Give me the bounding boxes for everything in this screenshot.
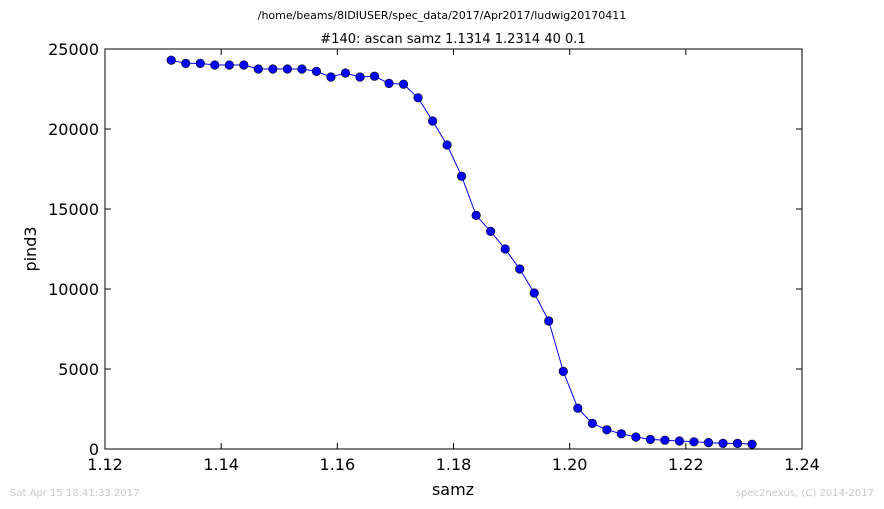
x-tick-label: 1.20 — [552, 455, 588, 474]
data-point — [282, 64, 292, 74]
y-tick-label: 15000 — [48, 200, 99, 219]
data-point — [413, 93, 423, 103]
data-point — [689, 437, 699, 447]
data-point — [355, 72, 365, 82]
data-point — [210, 60, 220, 70]
plot-frame — [104, 48, 803, 450]
ticks-layer: 1.12 1.14 1.16 1.18 1.20 1.22 1.24 0 5000 10000 15… — [48, 40, 820, 474]
data-point — [297, 64, 307, 74]
x-tick-label: 1.24 — [784, 455, 820, 474]
data-point — [718, 438, 728, 449]
data-point — [703, 438, 714, 448]
y-tick-label: 10000 — [48, 280, 99, 299]
y-tick-label: 25000 — [48, 40, 99, 59]
data-point — [732, 438, 743, 449]
data-point — [515, 264, 525, 274]
chart-subtitle: /home/beams/8IDIUSER/spec_data/2017/Apr2… — [258, 9, 627, 22]
data-point — [166, 55, 176, 65]
data-point — [486, 226, 496, 236]
data-point — [224, 60, 234, 70]
x-tick-label: 1.12 — [87, 455, 123, 474]
data-point — [427, 116, 438, 126]
x-tick-label: 1.14 — [203, 455, 239, 474]
data-point — [544, 316, 554, 326]
y-tick-label: 5000 — [58, 360, 99, 379]
data-point — [674, 436, 685, 446]
data-point — [500, 244, 510, 254]
data-point — [442, 140, 452, 150]
chart-title: #140: ascan samz 1.1314 1.2314 40 0.1 — [320, 32, 585, 47]
x-tick-label: 1.18 — [436, 455, 472, 474]
data-point — [340, 68, 351, 78]
x-axis-label: samz — [432, 480, 474, 499]
data-point — [573, 403, 583, 413]
y-tick-label: 20000 — [48, 120, 99, 139]
data-point — [181, 58, 191, 69]
data-point — [631, 432, 641, 442]
data-point — [616, 429, 626, 439]
data-point — [587, 418, 597, 429]
data-point — [398, 79, 409, 89]
series-layer — [166, 55, 757, 449]
data-point — [369, 71, 380, 81]
data-point — [558, 366, 568, 377]
footer-credit: spec2nexus, (C) 2014-2017 — [735, 488, 874, 499]
data-point — [311, 66, 322, 76]
data-point — [747, 439, 757, 449]
data-point — [239, 60, 249, 70]
data-point — [602, 425, 612, 435]
x-tick-label: 1.16 — [320, 455, 356, 474]
data-point — [326, 72, 336, 82]
data-point — [384, 78, 394, 88]
data-point — [645, 434, 656, 445]
data-point — [253, 64, 263, 74]
data-point — [660, 435, 670, 445]
x-tick-label: 1.22 — [668, 455, 704, 474]
data-point — [457, 171, 467, 181]
y-tick-label: 0 — [89, 440, 99, 459]
footer-timestamp: Sat Apr 15 18:41:33 2017 — [10, 488, 140, 499]
data-point — [529, 288, 539, 298]
y-axis-label: pind3 — [21, 226, 40, 271]
data-point — [471, 210, 481, 220]
data-point — [268, 64, 278, 74]
series-line — [171, 59, 753, 445]
data-point — [195, 58, 205, 69]
